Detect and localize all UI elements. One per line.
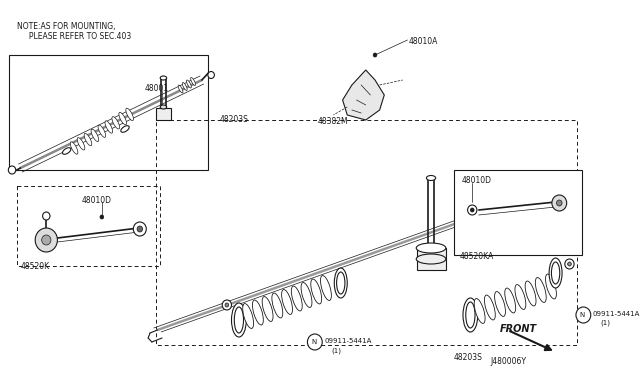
Ellipse shape [121, 126, 129, 132]
Text: 48010D: 48010D [461, 176, 491, 185]
Ellipse shape [186, 80, 191, 88]
Text: FRONT: FRONT [500, 324, 537, 334]
Ellipse shape [337, 272, 345, 294]
Text: 09911-5441A: 09911-5441A [324, 338, 371, 344]
Ellipse shape [191, 77, 195, 86]
Circle shape [565, 259, 574, 269]
Circle shape [557, 200, 562, 206]
Bar [156, 120, 577, 345]
Text: N: N [580, 312, 585, 318]
Circle shape [222, 300, 232, 310]
Ellipse shape [84, 134, 92, 146]
Ellipse shape [426, 176, 436, 180]
Ellipse shape [252, 300, 263, 325]
Circle shape [373, 53, 377, 57]
Circle shape [307, 334, 322, 350]
Ellipse shape [182, 83, 187, 90]
Bar [156, 108, 172, 120]
Circle shape [225, 303, 228, 307]
Bar [9, 55, 209, 170]
Ellipse shape [495, 292, 506, 317]
Ellipse shape [77, 138, 85, 150]
Text: PLEASE REFER TO SEC.403: PLEASE REFER TO SEC.403 [17, 32, 131, 41]
Text: NOTE:AS FOR MOUNTING,: NOTE:AS FOR MOUNTING, [17, 22, 115, 31]
Ellipse shape [484, 295, 495, 320]
Ellipse shape [70, 142, 78, 154]
Ellipse shape [416, 254, 446, 264]
Ellipse shape [515, 285, 526, 310]
Ellipse shape [119, 112, 127, 125]
Ellipse shape [112, 116, 120, 129]
Circle shape [42, 235, 51, 245]
Ellipse shape [160, 105, 166, 109]
Text: 48001: 48001 [145, 84, 168, 93]
Ellipse shape [98, 125, 106, 137]
Ellipse shape [232, 303, 246, 337]
Ellipse shape [105, 121, 113, 133]
Circle shape [133, 222, 147, 236]
Polygon shape [342, 70, 384, 120]
Bar [17, 186, 160, 266]
Text: J480006Y: J480006Y [491, 357, 527, 366]
Circle shape [470, 208, 474, 212]
Ellipse shape [463, 298, 478, 332]
Ellipse shape [301, 283, 312, 307]
Ellipse shape [321, 276, 332, 301]
Text: 48520K: 48520K [20, 262, 49, 271]
Text: 09911-5441A: 09911-5441A [593, 311, 640, 317]
Circle shape [552, 195, 566, 211]
Ellipse shape [549, 258, 562, 288]
Ellipse shape [178, 85, 183, 93]
Ellipse shape [291, 286, 302, 311]
Circle shape [35, 228, 58, 252]
Circle shape [208, 71, 214, 78]
Ellipse shape [505, 288, 516, 313]
Ellipse shape [243, 304, 253, 328]
Ellipse shape [91, 129, 99, 142]
Ellipse shape [474, 299, 485, 323]
Bar [454, 170, 582, 255]
Ellipse shape [63, 148, 71, 154]
Ellipse shape [160, 76, 166, 80]
Text: 48203S: 48203S [220, 115, 248, 124]
Circle shape [43, 212, 50, 220]
Ellipse shape [311, 279, 322, 304]
Text: (1): (1) [600, 320, 610, 327]
Circle shape [468, 205, 477, 215]
Ellipse shape [282, 289, 292, 314]
Ellipse shape [535, 278, 546, 302]
Text: N: N [311, 339, 316, 345]
Text: 48203S: 48203S [454, 353, 483, 362]
Circle shape [576, 307, 591, 323]
Ellipse shape [466, 302, 475, 328]
Ellipse shape [545, 274, 556, 299]
Ellipse shape [525, 281, 536, 306]
Circle shape [568, 262, 572, 266]
Circle shape [137, 226, 143, 232]
Text: 48520KA: 48520KA [460, 252, 493, 261]
Ellipse shape [334, 268, 348, 298]
Ellipse shape [416, 243, 446, 253]
Text: 48382M: 48382M [317, 117, 348, 126]
Ellipse shape [272, 293, 283, 318]
Ellipse shape [126, 108, 134, 121]
Text: 48010D: 48010D [81, 196, 111, 205]
Text: 48010A: 48010A [408, 37, 438, 46]
Ellipse shape [552, 262, 560, 284]
Circle shape [8, 166, 16, 174]
Text: (1): (1) [332, 347, 342, 353]
Circle shape [100, 215, 104, 219]
Ellipse shape [234, 307, 244, 333]
Bar [417, 248, 446, 270]
Ellipse shape [262, 296, 273, 321]
